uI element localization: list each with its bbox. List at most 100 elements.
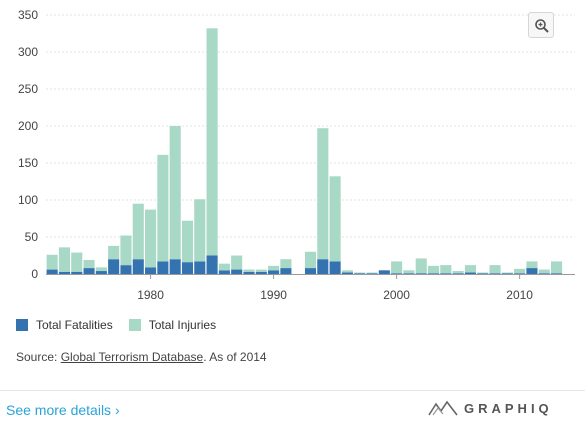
y-tick-label-50: 50: [25, 230, 39, 244]
bar-injuries-2005[interactable]: [452, 271, 464, 274]
bar-fatalities-1993[interactable]: [304, 268, 317, 274]
y-tick-label-250: 250: [18, 82, 38, 96]
legend-item-injuries[interactable]: Total Injuries: [128, 318, 217, 332]
bar-fatalities-1974[interactable]: [71, 271, 83, 274]
bar-injuries-1973[interactable]: [58, 247, 71, 272]
bar-injuries-2002[interactable]: [415, 258, 427, 274]
x-tick-label-1990: 1990: [260, 288, 287, 300]
bar-fatalities-1984[interactable]: [194, 261, 206, 274]
graphiq-logo-icon: [428, 400, 458, 416]
x-tick-label-2000: 2000: [383, 288, 410, 300]
bar-fatalities-2012[interactable]: [538, 273, 550, 274]
bar-injuries-1977[interactable]: [108, 245, 120, 260]
bar-fatalities-1995[interactable]: [329, 261, 341, 274]
bar-fatalities-1979[interactable]: [132, 259, 144, 274]
bar-injuries-1979[interactable]: [132, 203, 144, 260]
bar-injuries-2009[interactable]: [501, 272, 513, 274]
bar-fatalities-2002[interactable]: [415, 273, 427, 274]
bar-fatalities-1986[interactable]: [218, 270, 230, 274]
bar-fatalities-1994[interactable]: [317, 259, 329, 274]
bar-fatalities-2011[interactable]: [526, 268, 538, 274]
bar-injuries-1987[interactable]: [231, 255, 243, 270]
bar-injuries-1972[interactable]: [46, 254, 58, 270]
bar-fatalities-2010[interactable]: [514, 273, 526, 274]
see-more-details-link[interactable]: See more details ›: [6, 402, 120, 418]
bar-injuries-1980[interactable]: [145, 209, 157, 268]
bar-injuries-1995[interactable]: [329, 176, 341, 262]
bar-fatalities-1980[interactable]: [145, 267, 157, 274]
bar-fatalities-1983[interactable]: [181, 262, 194, 274]
bar-injuries-1994[interactable]: [317, 128, 329, 260]
bar-injuries-1984[interactable]: [194, 199, 206, 262]
bar-fatalities-1985[interactable]: [206, 255, 218, 275]
axes: 0 50 100 150 200 250 300 350 1980 1990 2000 2010: [18, 8, 575, 300]
bar-injuries-1989[interactable]: [255, 269, 267, 272]
bar-injuries-1990[interactable]: [268, 265, 280, 271]
bar-injuries-1996[interactable]: [341, 270, 353, 273]
bar-fatalities-1996[interactable]: [341, 272, 353, 274]
bar-fatalities-2013[interactable]: [550, 273, 563, 274]
bar-fatalities-2006[interactable]: [464, 272, 476, 274]
bar-injuries-1983[interactable]: [181, 220, 194, 263]
bar-injuries-2004[interactable]: [440, 265, 452, 274]
y-tick-label-0: 0: [31, 267, 38, 281]
bar-injuries-1982[interactable]: [169, 126, 181, 260]
bar-fatalities-1989[interactable]: [255, 271, 267, 274]
bar-injuries-1981[interactable]: [157, 154, 169, 262]
bar-injuries-1975[interactable]: [83, 259, 95, 269]
y-tick-label-200: 200: [18, 119, 38, 133]
bar-fatalities-1975[interactable]: [83, 268, 95, 274]
source-link[interactable]: Global Terrorism Database: [60, 350, 204, 364]
bar-injuries-1974[interactable]: [71, 252, 83, 272]
bar-fatalities-1991[interactable]: [280, 268, 292, 274]
bar-injuries-2003[interactable]: [427, 265, 440, 274]
bar-fatalities-1981[interactable]: [157, 261, 169, 274]
bar-fatalities-1999[interactable]: [378, 270, 390, 274]
bar-fatalities-2003[interactable]: [427, 273, 440, 274]
bar-injuries-1988[interactable]: [243, 269, 255, 272]
brand-name: GRAPHIQ: [464, 400, 553, 416]
brand: GRAPHIQ: [428, 400, 553, 416]
bar-fatalities-1976[interactable]: [95, 271, 107, 274]
bar-injuries-2010[interactable]: [514, 268, 526, 274]
bar-injuries-1991[interactable]: [280, 259, 292, 269]
bar-injuries-1978[interactable]: [120, 235, 132, 266]
bar-fatalities-2001[interactable]: [403, 273, 415, 274]
legend-label-injuries: Total Injuries: [148, 318, 217, 332]
source-suffix: . As of 2014: [203, 350, 267, 364]
bar-injuries-2006[interactable]: [464, 265, 476, 273]
bar-injuries-2008[interactable]: [489, 265, 501, 274]
bar-fatalities-1988[interactable]: [243, 271, 255, 274]
bar-fatalities-2005[interactable]: [452, 273, 464, 274]
legend-item-fatalities[interactable]: Total Fatalities: [16, 318, 113, 332]
legend: Total Fatalities Total Injuries: [16, 318, 232, 332]
zoom-button[interactable]: [528, 12, 554, 38]
bar-fatalities-1972[interactable]: [46, 269, 58, 274]
bar-fatalities-1982[interactable]: [169, 259, 181, 274]
bar-injuries-1986[interactable]: [218, 263, 230, 271]
bar-injuries-1976[interactable]: [95, 267, 107, 272]
bar-fatalities-1987[interactable]: [231, 269, 243, 274]
bar-fatalities-1997[interactable]: [354, 273, 366, 274]
bar-injuries-2007[interactable]: [477, 272, 489, 274]
footer-divider: [0, 390, 585, 391]
bar-injuries-2011[interactable]: [526, 261, 538, 269]
bar-fatalities-1978[interactable]: [120, 265, 132, 274]
bar-injuries-1997[interactable]: [354, 272, 366, 274]
bar-injuries-2013[interactable]: [550, 261, 563, 274]
bar-injuries-2000[interactable]: [391, 261, 403, 274]
bar-injuries-1985[interactable]: [206, 28, 218, 256]
bar-fatalities-2008[interactable]: [489, 273, 501, 274]
bar-fatalities-2007[interactable]: [477, 273, 489, 274]
bar-injuries-1998[interactable]: [366, 272, 378, 274]
bar-fatalities-1990[interactable]: [268, 270, 280, 274]
bar-fatalities-1973[interactable]: [58, 271, 71, 274]
bar-injuries-2012[interactable]: [538, 269, 550, 274]
bar-injuries-1993[interactable]: [304, 251, 317, 269]
bar-injuries-2001[interactable]: [403, 270, 415, 274]
bar-fatalities-1977[interactable]: [108, 259, 120, 274]
bar-fatalities-2000[interactable]: [391, 273, 403, 274]
bar-fatalities-2004[interactable]: [440, 273, 452, 274]
bar-fatalities-1998[interactable]: [366, 273, 378, 274]
bar-fatalities-2009[interactable]: [501, 273, 513, 274]
